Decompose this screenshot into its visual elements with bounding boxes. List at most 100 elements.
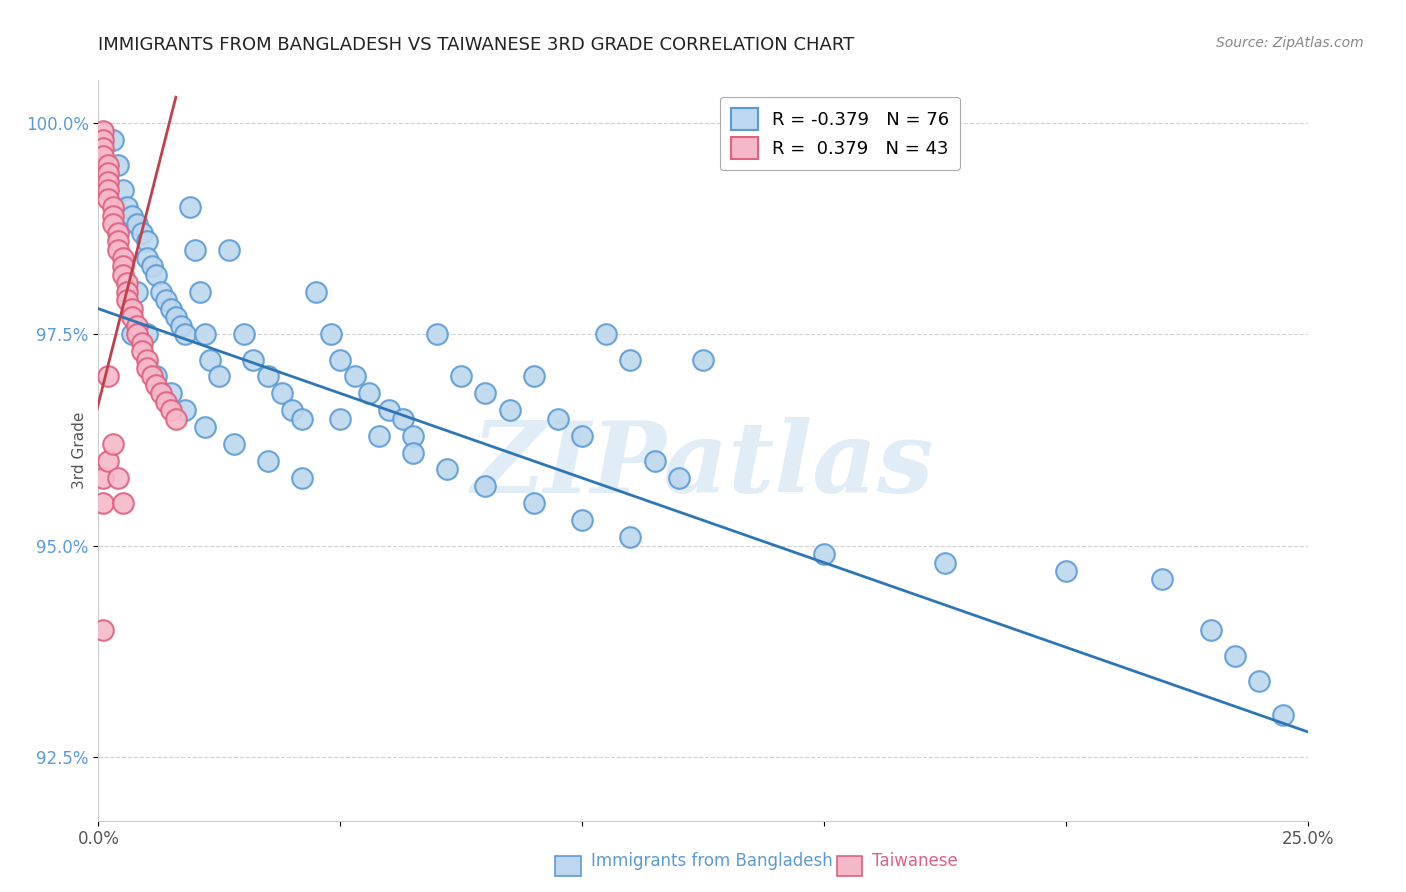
Point: [1249, 673, 1271, 688]
Point: [402, 445, 425, 459]
Point: [117, 277, 139, 291]
Point: [111, 251, 134, 265]
Point: [160, 403, 183, 417]
Point: [571, 428, 593, 442]
Point: [145, 268, 167, 282]
Text: IMMIGRANTS FROM BANGLADESH VS TAIWANESE 3RD GRADE CORRELATION CHART: IMMIGRANTS FROM BANGLADESH VS TAIWANESE …: [98, 36, 855, 54]
Point: [319, 327, 342, 342]
Point: [222, 437, 245, 451]
Point: [359, 386, 381, 401]
Point: [107, 158, 129, 172]
Point: [91, 124, 114, 138]
Point: [184, 243, 207, 257]
Point: [101, 132, 124, 146]
Point: [619, 352, 641, 367]
Point: [194, 327, 217, 342]
Point: [127, 318, 149, 333]
Point: [934, 556, 956, 570]
Point: [121, 310, 143, 325]
Point: [101, 209, 124, 223]
Point: [160, 386, 183, 401]
Point: [97, 183, 120, 197]
Point: [290, 471, 312, 485]
Point: [281, 403, 304, 417]
Point: [523, 369, 546, 384]
Point: [91, 496, 114, 510]
Point: [198, 352, 221, 367]
Point: [121, 301, 143, 316]
Point: [127, 327, 149, 342]
Point: [101, 217, 124, 231]
Point: [127, 217, 149, 231]
Point: [329, 411, 352, 425]
Point: [450, 369, 472, 384]
Point: [111, 496, 134, 510]
Point: [392, 411, 415, 425]
Point: [571, 513, 593, 527]
Point: [165, 411, 187, 425]
Point: [474, 386, 496, 401]
Point: [91, 624, 114, 638]
Point: [121, 327, 143, 342]
Point: [135, 327, 157, 342]
Point: [131, 335, 153, 350]
Point: [1152, 573, 1174, 587]
Point: [111, 183, 134, 197]
Point: [165, 310, 187, 325]
Point: [194, 420, 217, 434]
Text: Source: ZipAtlas.com: Source: ZipAtlas.com: [1216, 36, 1364, 50]
Point: [174, 403, 197, 417]
Text: Taiwanese: Taiwanese: [872, 852, 957, 870]
Point: [474, 479, 496, 493]
Point: [232, 327, 254, 342]
Point: [131, 344, 153, 359]
Point: [121, 209, 143, 223]
Point: [150, 386, 173, 401]
Point: [547, 411, 569, 425]
Point: [305, 285, 328, 299]
Point: [1223, 648, 1246, 663]
Point: [644, 454, 666, 468]
Point: [188, 285, 211, 299]
Point: [107, 471, 129, 485]
Point: [135, 251, 157, 265]
Point: [141, 260, 163, 274]
Point: [179, 200, 201, 214]
Point: [155, 293, 177, 308]
Point: [523, 496, 546, 510]
Point: [1054, 564, 1077, 578]
Point: [1199, 624, 1222, 638]
Point: [256, 369, 278, 384]
Point: [343, 369, 366, 384]
Point: [117, 293, 139, 308]
Point: [135, 352, 157, 367]
Point: [145, 369, 167, 384]
Point: [813, 547, 835, 561]
Point: [619, 530, 641, 544]
Point: [91, 149, 114, 163]
Point: [101, 437, 124, 451]
Point: [111, 260, 134, 274]
Point: [91, 132, 114, 146]
Point: [271, 386, 294, 401]
Point: [498, 403, 520, 417]
Point: [97, 454, 120, 468]
Point: [107, 243, 129, 257]
Point: [595, 327, 617, 342]
Point: [436, 462, 458, 476]
Y-axis label: 3rd Grade: 3rd Grade: [72, 412, 87, 489]
Point: [107, 226, 129, 240]
Point: [368, 428, 391, 442]
Point: [117, 200, 139, 214]
Point: [1272, 707, 1295, 722]
Text: ZIPatlas: ZIPatlas: [472, 417, 934, 514]
Point: [169, 318, 191, 333]
Point: [141, 369, 163, 384]
Point: [155, 394, 177, 409]
Point: [329, 352, 352, 367]
Point: [174, 327, 197, 342]
Point: [131, 226, 153, 240]
Text: Immigrants from Bangladesh: Immigrants from Bangladesh: [591, 852, 832, 870]
Point: [97, 192, 120, 206]
Point: [242, 352, 264, 367]
